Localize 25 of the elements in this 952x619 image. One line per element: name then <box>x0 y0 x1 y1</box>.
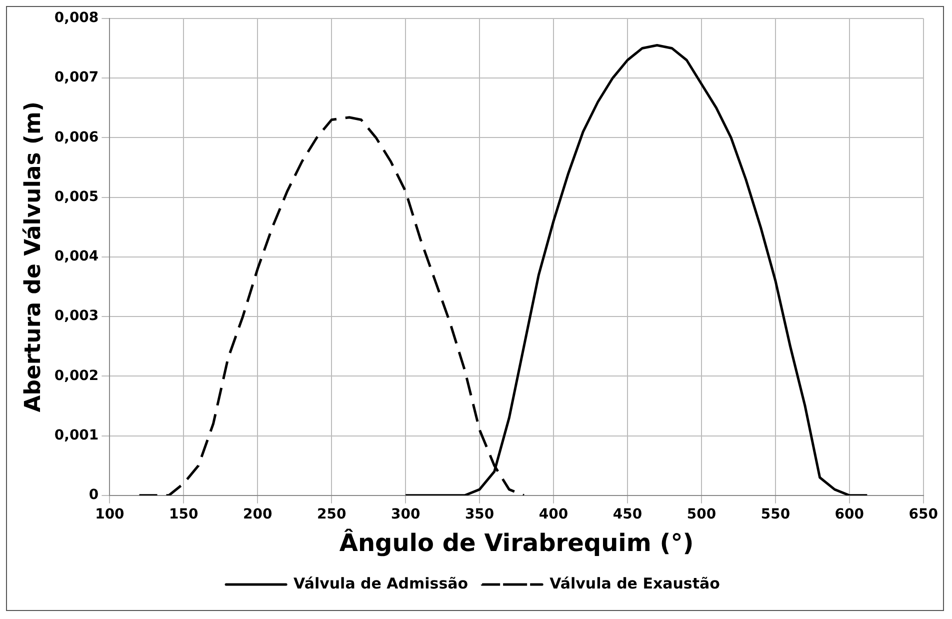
x-tick-label: 550 <box>760 506 790 522</box>
y-tick-label: 0,006 <box>54 129 99 146</box>
x-tick-label: 350 <box>464 506 494 522</box>
y-tick-label: 0,004 <box>54 248 99 265</box>
x-tick-label: 200 <box>243 506 272 522</box>
y-tick-label: 0,007 <box>54 70 99 86</box>
x-tick-label: 250 <box>316 506 346 522</box>
x-tick-label: 150 <box>169 506 199 522</box>
y-tick-label: 0 <box>88 487 99 504</box>
legend-label: Válvula de Admissão <box>294 574 468 592</box>
x-tick-label: 400 <box>538 506 568 522</box>
y-tick-label: 0,002 <box>54 368 99 384</box>
legend-label: Válvula de Exaustão <box>550 574 720 592</box>
x-tick-label: 600 <box>834 506 864 522</box>
y-tick-label: 0,001 <box>54 427 99 444</box>
x-tick-label: 100 <box>95 506 125 522</box>
x-tick-label: 300 <box>390 506 420 522</box>
x-axis-title: Ângulo de Virabrequim (°) <box>339 528 694 557</box>
y-axis-title: Abertura de Válvulas (m) <box>20 102 46 412</box>
y-tick-label: 0,008 <box>54 10 99 26</box>
x-tick-label: 450 <box>612 506 642 522</box>
y-tick-label: 0,005 <box>54 188 99 205</box>
x-tick-label: 500 <box>686 506 716 522</box>
x-tick-label: 650 <box>908 506 938 522</box>
y-tick-label: 0,003 <box>54 308 99 324</box>
